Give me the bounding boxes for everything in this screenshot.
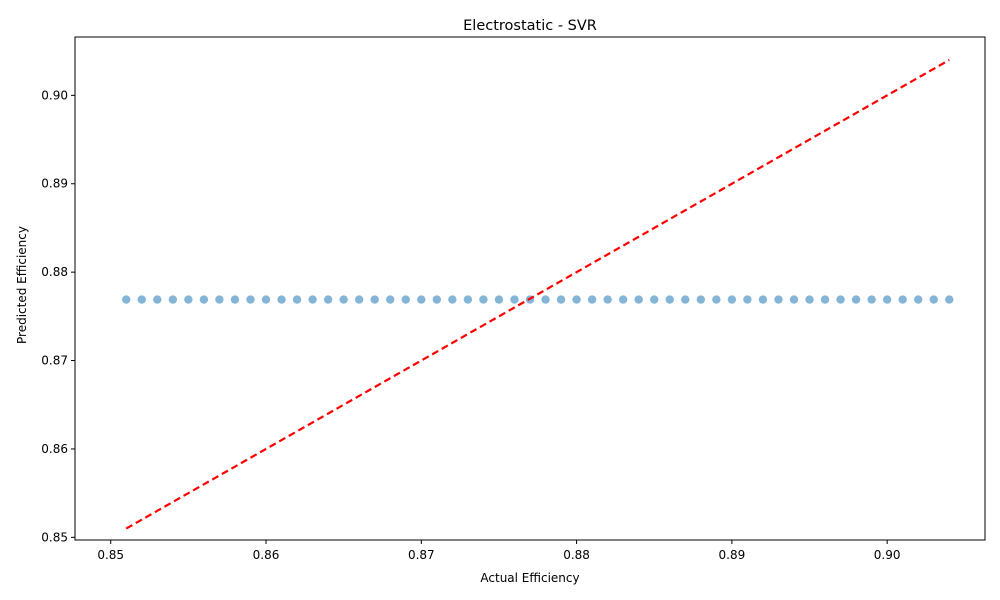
y-tick-label-2: 0.86	[41, 442, 68, 456]
data-point-34	[634, 295, 643, 304]
data-point-43	[774, 295, 783, 304]
y-tick-label-1: 0.85	[41, 530, 68, 544]
data-point-50	[882, 295, 892, 304]
data-point-31	[587, 295, 597, 304]
data-point-16	[354, 295, 364, 304]
data-point-48	[851, 295, 861, 304]
data-point-21	[432, 295, 442, 304]
data-point-2	[137, 295, 146, 304]
data-point-3	[153, 295, 162, 304]
data-point-4	[168, 295, 178, 304]
data-point-7	[215, 295, 224, 304]
data-point-38	[696, 295, 706, 304]
data-point-5	[184, 295, 193, 304]
data-point-39	[712, 295, 721, 304]
data-point-20	[417, 295, 426, 304]
data-point-36	[665, 295, 674, 304]
x-tick-label-5: 0.89	[719, 548, 746, 562]
data-point-24	[479, 295, 488, 304]
data-point-14	[323, 295, 333, 304]
reference-line	[125, 59, 950, 530]
y-tick-label-4: 0.88	[41, 265, 68, 279]
data-point-13	[308, 295, 317, 304]
y-tick-label-5: 0.89	[41, 177, 68, 191]
data-point-40	[727, 295, 737, 304]
data-point-32	[603, 295, 612, 304]
data-point-22	[448, 295, 457, 304]
data-point-33	[618, 295, 628, 304]
data-point-35	[650, 295, 659, 304]
x-tick-label-3: 0.87	[408, 548, 435, 562]
y-tick-label-6: 0.90	[41, 88, 68, 102]
data-point-30	[572, 295, 581, 304]
y-axis-title: Predicted Efficiency	[15, 226, 29, 344]
data-point-23	[463, 295, 473, 304]
data-point-42	[758, 295, 768, 304]
x-tick-label-1: 0.85	[97, 548, 124, 562]
data-point-53	[929, 295, 938, 304]
data-point-10	[261, 295, 271, 304]
data-point-8	[230, 295, 240, 304]
y-tick-label-3: 0.87	[41, 354, 68, 368]
data-point-54	[945, 295, 954, 304]
data-point-15	[339, 295, 348, 304]
plot-frame	[74, 36, 986, 541]
data-point-26	[510, 295, 519, 304]
data-point-12	[292, 295, 302, 304]
data-point-25	[494, 295, 504, 304]
data-point-46	[820, 295, 830, 304]
data-point-1	[122, 295, 131, 304]
data-point-37	[681, 295, 690, 304]
x-tick-label-4: 0.88	[563, 548, 590, 562]
data-point-19	[401, 295, 410, 304]
data-point-28	[541, 295, 550, 304]
data-point-18	[386, 295, 395, 304]
data-point-6	[199, 295, 209, 304]
data-point-41	[743, 295, 752, 304]
data-point-51	[898, 295, 907, 304]
chart-title: Electrostatic - SVR	[463, 18, 597, 34]
x-tick-label-6: 0.90	[874, 548, 901, 562]
data-point-29	[556, 295, 566, 304]
x-axis-title: Actual Efficiency	[480, 571, 579, 585]
data-point-49	[867, 295, 876, 304]
data-point-52	[914, 295, 923, 304]
data-point-44	[789, 295, 799, 304]
data-point-45	[805, 295, 814, 304]
data-point-9	[246, 295, 255, 304]
data-point-11	[277, 295, 286, 304]
x-tick-label-2: 0.86	[253, 548, 280, 562]
data-point-17	[370, 295, 379, 304]
data-point-47	[836, 295, 845, 304]
